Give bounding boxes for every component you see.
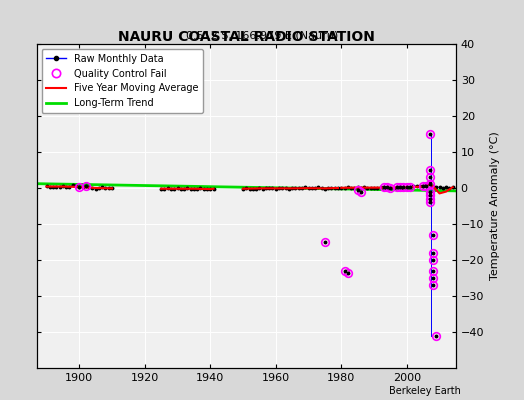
- Quality Control Fail: [397, 184, 403, 189]
- Quality Control Fail: [384, 185, 390, 190]
- Quality Control Fail: [430, 258, 436, 262]
- Y-axis label: Temperature Anomaly (°C): Temperature Anomaly (°C): [490, 132, 500, 280]
- Quality Control Fail: [345, 270, 351, 275]
- Quality Control Fail: [430, 276, 436, 280]
- Quality Control Fail: [427, 132, 433, 136]
- Quality Control Fail: [433, 333, 439, 338]
- Raw Monthly Data: [76, 184, 82, 189]
- Title: NAURU COASTAL RADIO STATION: NAURU COASTAL RADIO STATION: [118, 30, 375, 44]
- Line: Raw Monthly Data: Raw Monthly Data: [45, 184, 113, 190]
- Quality Control Fail: [358, 189, 364, 194]
- Quality Control Fail: [427, 175, 433, 180]
- Line: Quality Control Fail: Quality Control Fail: [75, 130, 440, 340]
- Quality Control Fail: [427, 182, 433, 187]
- Quality Control Fail: [420, 184, 427, 188]
- Raw Monthly Data: [67, 184, 73, 189]
- Raw Monthly Data: [70, 183, 76, 188]
- Quality Control Fail: [430, 283, 436, 288]
- Quality Control Fail: [403, 184, 410, 189]
- Raw Monthly Data: [96, 186, 102, 190]
- Quality Control Fail: [83, 184, 89, 188]
- Raw Monthly Data: [105, 186, 112, 190]
- Quality Control Fail: [430, 250, 436, 255]
- Line: Five Year Moving Average: Five Year Moving Average: [47, 186, 112, 188]
- Quality Control Fail: [423, 184, 430, 188]
- Raw Monthly Data: [43, 184, 50, 188]
- Raw Monthly Data: [93, 186, 99, 191]
- Raw Monthly Data: [60, 184, 66, 188]
- Raw Monthly Data: [53, 184, 59, 189]
- Raw Monthly Data: [50, 185, 56, 190]
- Raw Monthly Data: [63, 184, 69, 189]
- Raw Monthly Data: [102, 185, 108, 190]
- Quality Control Fail: [427, 193, 433, 198]
- Raw Monthly Data: [89, 185, 95, 190]
- Five Year Moving Average: [93, 186, 99, 190]
- Five Year Moving Average: [109, 186, 115, 191]
- Raw Monthly Data: [99, 185, 105, 190]
- Quality Control Fail: [355, 187, 361, 192]
- Five Year Moving Average: [43, 184, 50, 189]
- Raw Monthly Data: [79, 184, 85, 189]
- Text: 0.512 S, 166.979 E (Nauru): 0.512 S, 166.979 E (Nauru): [186, 30, 338, 40]
- Quality Control Fail: [387, 185, 394, 190]
- Text: Berkeley Earth: Berkeley Earth: [389, 386, 461, 396]
- Quality Control Fail: [380, 184, 387, 189]
- Raw Monthly Data: [57, 184, 63, 189]
- Five Year Moving Average: [60, 184, 66, 189]
- Quality Control Fail: [427, 196, 433, 201]
- Raw Monthly Data: [47, 184, 53, 189]
- Quality Control Fail: [394, 184, 400, 189]
- Quality Control Fail: [427, 168, 433, 172]
- Raw Monthly Data: [86, 185, 92, 190]
- Quality Control Fail: [427, 189, 433, 194]
- Five Year Moving Average: [76, 184, 82, 189]
- Quality Control Fail: [400, 185, 407, 190]
- Raw Monthly Data: [109, 186, 115, 191]
- Quality Control Fail: [430, 232, 436, 237]
- Raw Monthly Data: [73, 184, 79, 188]
- Quality Control Fail: [427, 200, 433, 205]
- Quality Control Fail: [322, 240, 328, 244]
- Quality Control Fail: [341, 268, 347, 273]
- Quality Control Fail: [76, 184, 82, 189]
- Quality Control Fail: [407, 184, 413, 189]
- Quality Control Fail: [430, 268, 436, 273]
- Raw Monthly Data: [83, 184, 89, 188]
- Legend: Raw Monthly Data, Quality Control Fail, Five Year Moving Average, Long-Term Tren: Raw Monthly Data, Quality Control Fail, …: [41, 49, 203, 113]
